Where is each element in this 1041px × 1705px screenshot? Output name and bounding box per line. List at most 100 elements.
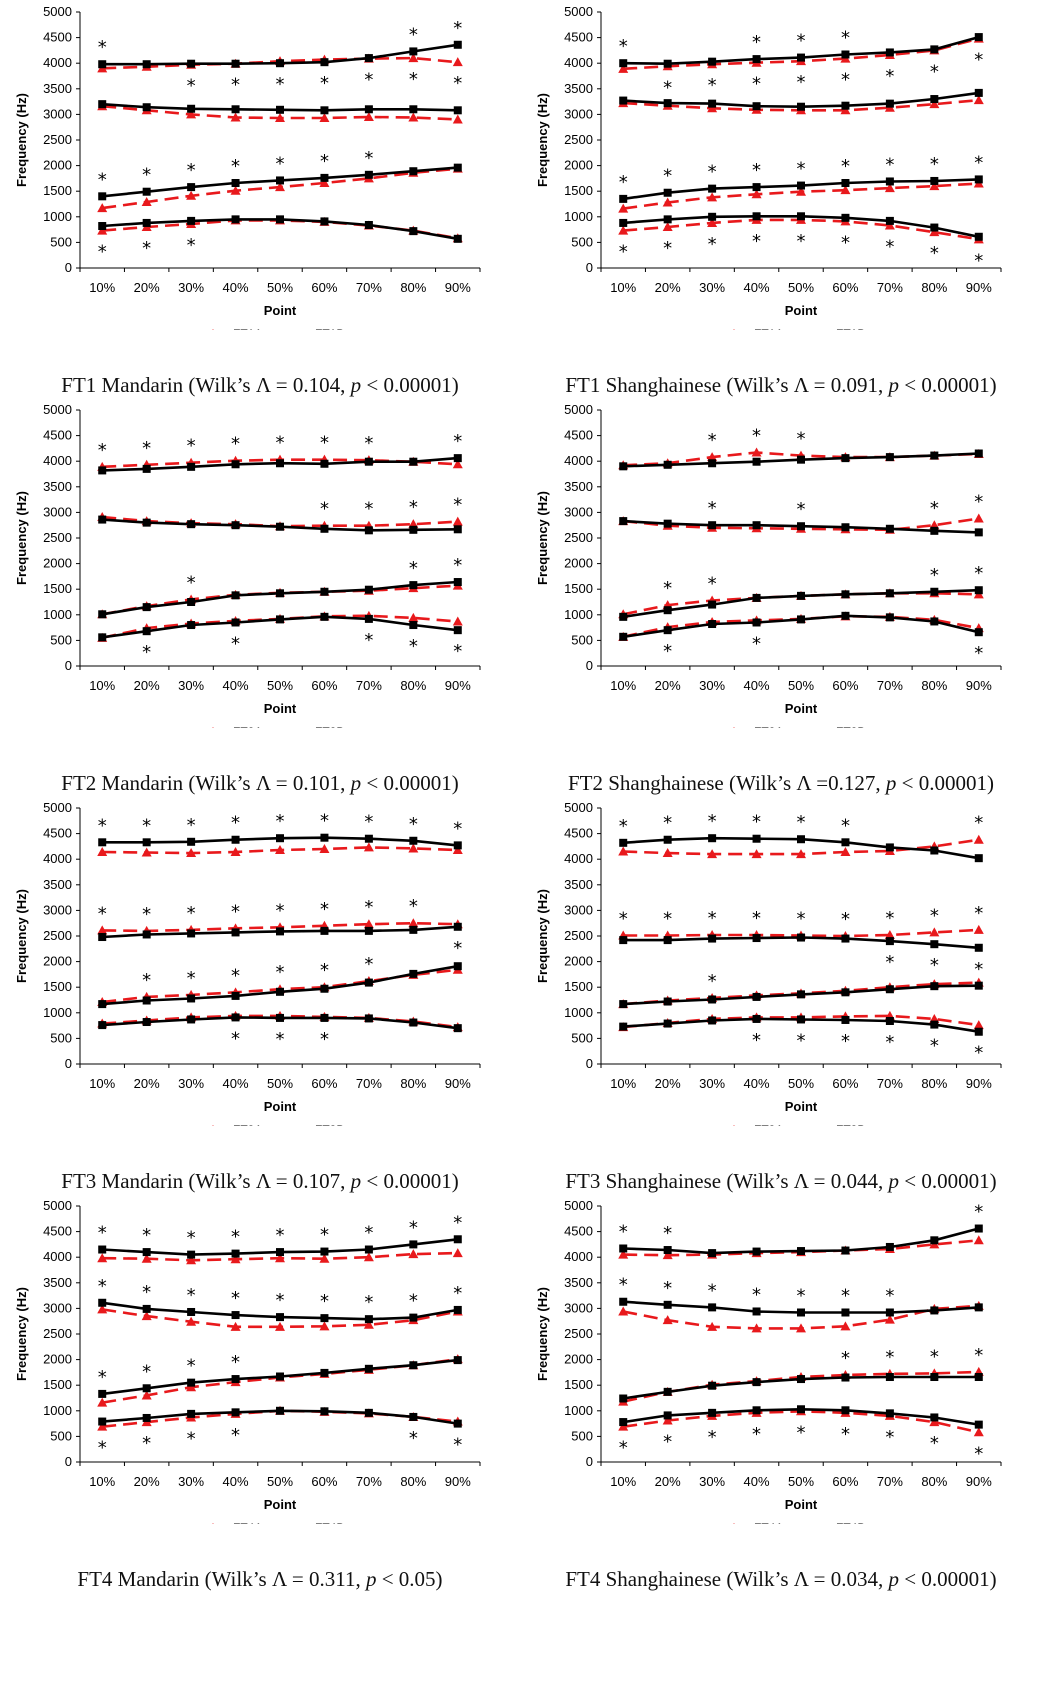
caption-text: < 0.00001) bbox=[896, 771, 994, 795]
data-point bbox=[930, 1020, 939, 1029]
data-point bbox=[320, 1368, 329, 1377]
x-tick-label: 30% bbox=[178, 1076, 204, 1091]
significance-star: * bbox=[231, 901, 240, 922]
y-tick-label: 5000 bbox=[564, 1198, 593, 1213]
data-point bbox=[320, 587, 329, 596]
significance-star: * bbox=[453, 18, 462, 39]
data-point bbox=[707, 452, 718, 462]
data-point bbox=[363, 919, 374, 929]
data-point bbox=[841, 179, 850, 188]
legend-label: FT3A bbox=[233, 1123, 262, 1126]
data-point bbox=[276, 105, 284, 114]
data-point bbox=[320, 926, 329, 935]
data-point bbox=[619, 1297, 628, 1306]
significance-star: * bbox=[187, 1428, 196, 1449]
y-tick-label: 2000 bbox=[43, 556, 72, 571]
data-point bbox=[98, 1389, 107, 1398]
data-point bbox=[840, 105, 851, 115]
data-point bbox=[276, 459, 284, 468]
data-point bbox=[974, 1420, 983, 1429]
significance-star: * bbox=[320, 899, 329, 920]
significance-star: * bbox=[663, 641, 672, 662]
y-tick-label: 5000 bbox=[43, 4, 72, 19]
significance-star: * bbox=[364, 1292, 373, 1313]
legend-label: FT1A bbox=[233, 327, 262, 330]
significance-star: * bbox=[974, 1202, 983, 1223]
data-point bbox=[752, 212, 761, 221]
data-point bbox=[841, 934, 850, 943]
y-tick-label: 4000 bbox=[564, 851, 593, 866]
data-point bbox=[276, 1248, 284, 1257]
y-tick-label: 4500 bbox=[43, 30, 72, 45]
x-tick-label: 90% bbox=[445, 1076, 471, 1091]
y-tick-label: 3000 bbox=[43, 902, 72, 917]
significance-star: * bbox=[974, 903, 983, 924]
significance-star: * bbox=[98, 815, 107, 836]
data-point bbox=[662, 222, 673, 232]
significance-star: * bbox=[708, 1427, 717, 1448]
significance-star: * bbox=[619, 242, 628, 263]
x-tick-label: 70% bbox=[356, 678, 382, 693]
data-point bbox=[663, 519, 672, 528]
y-tick-label: 4500 bbox=[43, 1224, 72, 1239]
significance-star: * bbox=[663, 1432, 672, 1453]
significance-star: * bbox=[885, 66, 894, 87]
data-point bbox=[231, 1311, 240, 1320]
significance-star: * bbox=[752, 74, 761, 95]
data-point bbox=[142, 996, 151, 1005]
data-point bbox=[409, 105, 418, 114]
data-point bbox=[409, 167, 418, 176]
data-point bbox=[231, 179, 240, 188]
significance-star: * bbox=[187, 1285, 196, 1306]
caption-text: < 0.00001) bbox=[899, 1169, 997, 1193]
data-point bbox=[320, 459, 329, 468]
significance-star: * bbox=[453, 818, 462, 839]
significance-star: * bbox=[974, 492, 983, 513]
data-point bbox=[797, 1405, 805, 1414]
caption-text: FT3 Shanghainese (Wilk’s Λ = 0.044, bbox=[565, 1169, 889, 1193]
legend-swatch-marker bbox=[733, 1125, 735, 1126]
significance-star: * bbox=[364, 897, 373, 918]
data-point bbox=[663, 606, 672, 615]
data-point bbox=[142, 1248, 151, 1257]
significance-star: * bbox=[453, 431, 462, 452]
x-tick-label: 50% bbox=[788, 280, 814, 295]
data-point bbox=[619, 1000, 628, 1009]
significance-star: * bbox=[231, 1227, 240, 1248]
data-point bbox=[662, 1415, 673, 1425]
data-point bbox=[930, 587, 939, 596]
legend-label: FT1B bbox=[836, 327, 865, 330]
x-tick-label: 70% bbox=[877, 280, 903, 295]
data-point bbox=[409, 525, 418, 534]
x-tick-label: 20% bbox=[134, 678, 160, 693]
data-point bbox=[364, 978, 373, 987]
data-point bbox=[452, 57, 463, 67]
data-point bbox=[409, 836, 418, 845]
data-point bbox=[930, 45, 939, 54]
data-point bbox=[797, 53, 805, 62]
significance-star: * bbox=[930, 1346, 939, 1367]
data-point bbox=[453, 163, 462, 172]
caption-text: < 0.00001) bbox=[361, 771, 459, 795]
legend-label: FT2B bbox=[836, 725, 865, 728]
significance-star: * bbox=[752, 812, 761, 833]
data-point bbox=[364, 170, 373, 179]
significance-star: * bbox=[974, 250, 983, 271]
significance-star: * bbox=[974, 1043, 983, 1064]
data-point bbox=[98, 60, 107, 69]
x-tick-label: 80% bbox=[400, 1076, 426, 1091]
x-axis-label: Point bbox=[264, 701, 297, 716]
data-point bbox=[974, 33, 983, 42]
significance-star: * bbox=[619, 1438, 628, 1459]
data-point bbox=[797, 102, 805, 111]
caption-p-symbol: p bbox=[885, 771, 897, 795]
caption-p-symbol: p bbox=[888, 1169, 900, 1193]
data-point bbox=[231, 1375, 240, 1384]
significance-star: * bbox=[142, 438, 151, 459]
data-point bbox=[752, 618, 761, 627]
data-point bbox=[752, 593, 761, 602]
y-tick-label: 3000 bbox=[564, 1300, 593, 1315]
data-point bbox=[974, 449, 983, 458]
significance-star: * bbox=[841, 909, 850, 930]
y-tick-label: 3500 bbox=[43, 81, 72, 96]
